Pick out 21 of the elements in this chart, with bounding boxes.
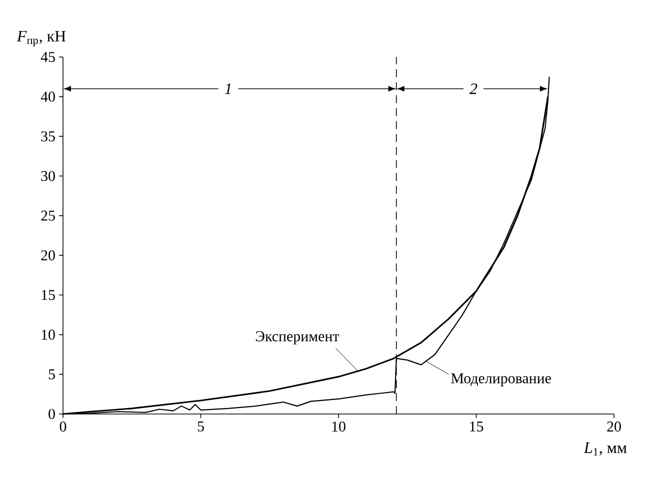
y-tick-label: 35	[41, 131, 55, 142]
x-axis-title: L$_{1}$, мм	[584, 442, 627, 456]
y-tick-label: 10	[42, 330, 55, 340]
x-tick-label: 0	[60, 422, 66, 432]
y-tick-label: 30	[41, 170, 55, 182]
y-tick-label: 15	[42, 290, 55, 300]
x-tick-label: 5	[198, 422, 204, 432]
y-axis-title: F$_{пр}$, кН	[16, 30, 66, 46]
text: Эксперимент	[256, 331, 340, 344]
legend-label: Моделирование	[451, 373, 551, 386]
x-tick-label: 15	[470, 422, 484, 432]
y-tick-label: 20	[41, 250, 55, 260]
y-tick-label: 0	[48, 408, 55, 420]
y-tick-label: 40	[40, 92, 55, 102]
annotation: 1	[224, 83, 231, 94]
x-tick-label: 10	[332, 422, 346, 432]
y-tick-label: 5	[48, 369, 55, 380]
annotation: 2	[470, 83, 478, 94]
x-tick-label: 20	[607, 422, 621, 432]
y-tick-label: 45	[40, 52, 55, 62]
y-tick-label: 25	[41, 210, 55, 221]
